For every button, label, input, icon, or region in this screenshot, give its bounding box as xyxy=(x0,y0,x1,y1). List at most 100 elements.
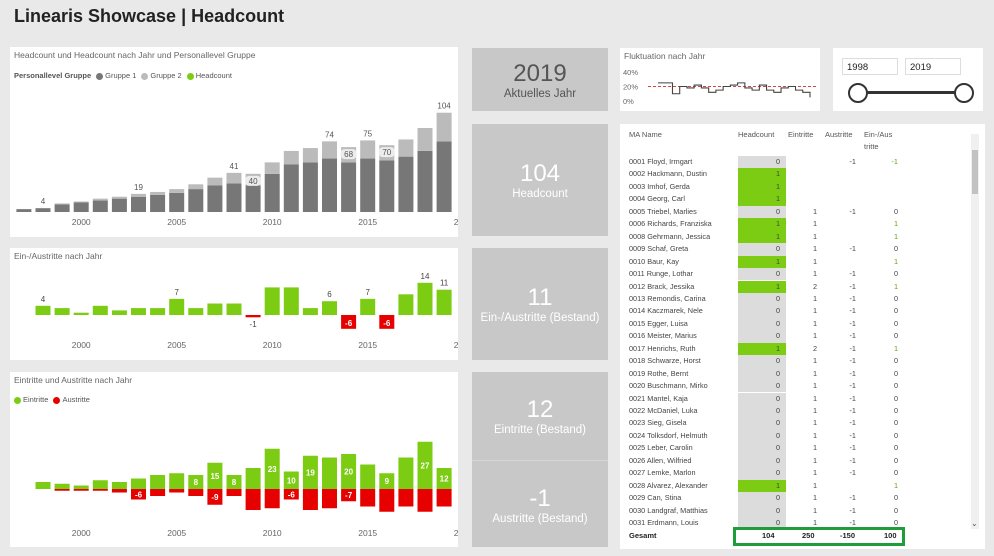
bar-eintritte xyxy=(379,473,395,489)
table-row[interactable]: 0018 Schwarze, Horst 0 1 -1 0 xyxy=(624,355,974,368)
slicer-handle-from[interactable] xyxy=(848,83,868,103)
bar-gruppe1 xyxy=(436,141,452,212)
year-slicer[interactable]: 1998 2019 xyxy=(833,48,983,111)
legend-austritte[interactable]: Austritte xyxy=(53,395,90,404)
bar-austritte xyxy=(398,489,414,507)
table-row[interactable]: 0010 Baur, Kay 1 1 1 xyxy=(624,255,974,268)
fluktuation-line xyxy=(658,82,811,98)
headcount-cell-bg xyxy=(738,467,786,480)
bar-austritte xyxy=(92,489,108,491)
table-row[interactable]: 0003 Imhof, Gerda 1 xyxy=(624,180,974,194)
kpi-headcount[interactable]: 104 Headcount xyxy=(472,124,608,236)
x-tick-label: 2000 xyxy=(72,528,91,538)
bar-gruppe1 xyxy=(207,185,223,212)
cell-eintritte: 1 xyxy=(812,518,817,528)
table-row[interactable]: 0021 Mantel, Kaja 0 1 -1 0 xyxy=(624,392,974,405)
table-row[interactable]: 0023 Sieg, Gisela 0 1 -1 0 xyxy=(624,417,974,430)
eintritte-legend: Eintritte Austritte xyxy=(14,395,90,404)
table-row[interactable]: 0009 Schaf, Greta 0 1 -1 0 xyxy=(624,243,974,256)
bar-gruppe1 xyxy=(54,204,70,212)
table-row[interactable]: 0030 Landgraf, Matthias 0 1 -1 0 xyxy=(624,504,974,517)
slicer-to-input[interactable]: 2019 xyxy=(905,58,961,75)
bar-eintritte xyxy=(436,468,452,489)
table-row[interactable]: 0027 Lemke, Marlon 0 1 -1 0 xyxy=(624,467,974,480)
headcount-cell-bg xyxy=(738,380,786,393)
bar-gruppe2 xyxy=(417,128,433,151)
bar-eintritte xyxy=(54,483,70,489)
cell-headcount: 0 xyxy=(775,318,780,328)
table-row[interactable]: 0016 Meister, Marius 0 1 -1 0 xyxy=(624,330,974,343)
col-header-headcount[interactable]: Headcount xyxy=(738,130,775,139)
x-tick-label: 2000 xyxy=(72,340,91,350)
table-row[interactable]: 0026 Allen, Wilfried 0 1 -1 0 xyxy=(624,454,974,468)
table-row[interactable]: 0006 Richards, Franziska 1 1 1 xyxy=(624,218,974,231)
x-tick-label: 2020 xyxy=(454,217,458,227)
scroll-down-icon[interactable]: ⌄ xyxy=(971,519,978,528)
scrollbar[interactable]: ⌄ xyxy=(971,134,979,529)
col-header-austritte[interactable]: Austritte xyxy=(825,130,853,139)
bar-austritte xyxy=(73,489,89,491)
table-row[interactable]: 0019 Rothe, Bernt 0 1 -1 0 xyxy=(624,367,974,381)
data-label: 68 xyxy=(344,150,353,159)
col-header-einaus[interactable]: Ein-/Aus tritte xyxy=(864,130,893,151)
table-row[interactable]: 0029 Can, Stina 0 1 -1 0 xyxy=(624,492,974,505)
data-label-bg xyxy=(378,147,395,158)
legend-eintritte[interactable]: Eintritte xyxy=(14,395,48,404)
eintritte-chart-panel[interactable]: Eintritte und Austritte nach Jahr Eintri… xyxy=(10,372,458,547)
cell-einaus: 0 xyxy=(893,331,898,341)
table-row[interactable]: 0031 Erdmann, Louis 0 1 -1 0 xyxy=(624,517,974,530)
table-row[interactable]: 0017 Henrichs, Ruth 1 2 -1 1 xyxy=(624,342,974,356)
kpi-aktuelles-jahr[interactable]: 2019 Aktuelles Jahr xyxy=(472,48,608,111)
cell-austritte: -1 xyxy=(849,343,857,353)
cell-eintritte: 1 xyxy=(812,480,817,490)
bar-einaustritte xyxy=(150,308,166,315)
col-header-eintritte[interactable]: Eintritte xyxy=(788,130,814,139)
table-row[interactable]: 0015 Egger, Luisa 0 1 -1 0 xyxy=(624,317,974,331)
table-row[interactable]: 0001 Floyd, Irmgart 0 -1 -1 xyxy=(624,156,974,169)
table-row[interactable]: 0022 McDaniel, Luka 0 1 -1 0 xyxy=(624,405,974,418)
table-row[interactable]: 0020 Buschmann, Mirko 0 1 -1 0 xyxy=(624,380,974,393)
cell-name: 0031 Erdmann, Louis xyxy=(629,518,699,528)
table-row[interactable]: 0012 Brack, Jessika 1 2 -1 1 xyxy=(624,280,974,293)
slicer-track[interactable] xyxy=(857,91,965,94)
kpi-eintritte[interactable]: 12 Eintritte (Bestand) xyxy=(472,372,608,460)
col-header-name[interactable]: MA Name xyxy=(629,130,662,139)
table-row[interactable]: 0025 Leber, Carolin 0 1 -1 0 xyxy=(624,442,974,455)
legend-headcount[interactable]: Headcount xyxy=(186,71,232,80)
data-label-bg xyxy=(340,149,357,160)
table-row[interactable]: 0024 Tolksdorf, Helmuth 0 1 -1 0 xyxy=(624,429,974,443)
kpi-austritte[interactable]: -1 Austritte (Bestand) xyxy=(472,460,608,547)
table-row[interactable]: 0008 Gehrmann, Jessica 1 1 1 xyxy=(624,230,974,244)
data-label: 8 xyxy=(194,478,199,487)
bar-austritte xyxy=(207,489,223,505)
table-row[interactable]: 0011 Runge, Lothar 0 1 -1 0 xyxy=(624,268,974,281)
headcount-chart-panel[interactable]: Headcount und Headcount nach Jahr und Pe… xyxy=(10,47,458,237)
slicer-from-input[interactable]: 1998 xyxy=(842,58,898,75)
cell-eintritte: 1 xyxy=(812,368,817,378)
table-row[interactable]: 0013 Remondis, Carina 0 1 -1 0 xyxy=(624,292,974,306)
table-row[interactable]: 0002 Hackmann, Dustin 1 xyxy=(624,168,974,181)
scrollbar-thumb[interactable] xyxy=(972,150,978,194)
kpi-label: Aktuelles Jahr xyxy=(503,88,577,100)
kpi-einaustritte[interactable]: 11 Ein-/Austritte (Bestand) xyxy=(472,248,608,360)
cell-eintritte: 1 xyxy=(812,381,817,391)
table-row[interactable]: 0014 Kaczmarek, Nele 0 1 -1 0 xyxy=(624,305,974,318)
einaustritte-chart-title: Ein-/Austritte nach Jahr xyxy=(14,251,103,261)
cell-eintritte: 1 xyxy=(812,443,817,453)
bar-einaustritte xyxy=(264,287,280,315)
employee-table[interactable]: MA Name Headcount Eintritte Austritte Ei… xyxy=(620,124,985,549)
cell-eintritte: 1 xyxy=(812,256,817,266)
legend-gruppe2[interactable]: Gruppe 2 xyxy=(141,71,182,80)
headcount-cell-bg xyxy=(738,392,786,405)
table-row[interactable]: 0004 Georg, Carl 1 xyxy=(624,193,974,206)
table-row[interactable]: 0028 Alvarez, Alexander 1 1 1 xyxy=(624,479,974,493)
einaustritte-chart-panel[interactable]: Ein-/Austritte nach Jahr 4 7 -1 6 -6 7 -6 14 11 2… xyxy=(10,248,458,360)
bar-einaustritte xyxy=(226,303,242,315)
legend-gruppe1[interactable]: Gruppe 1 xyxy=(96,71,136,80)
table-row[interactable]: 0005 Triebel, Marlies 0 1 -1 0 xyxy=(624,205,974,219)
fluktuation-chart-panel[interactable]: Fluktuation nach Jahr 40% 20% 0% xyxy=(620,48,820,111)
headcount-cell-bg xyxy=(738,268,786,281)
cell-name: 0011 Runge, Lothar xyxy=(629,269,693,279)
bar-gruppe2 xyxy=(302,148,318,163)
slicer-handle-to[interactable] xyxy=(954,83,974,103)
